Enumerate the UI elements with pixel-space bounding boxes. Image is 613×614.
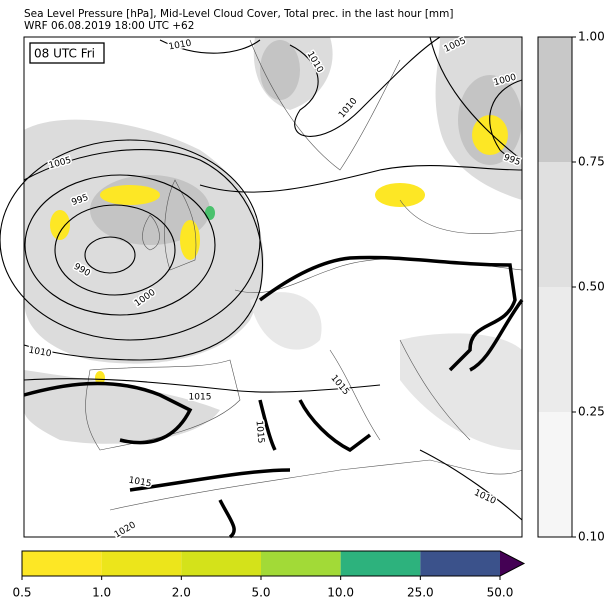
map: 08 UTC Fri 10101010100510001010100599599… bbox=[0, 35, 524, 542]
map-frame bbox=[23, 36, 523, 538]
colorbar-segment bbox=[538, 37, 572, 162]
isobars bbox=[0, 36, 523, 521]
colorbar-segment bbox=[538, 287, 572, 412]
time-label-box bbox=[29, 42, 105, 64]
colorbar-tick-label: 2.0 bbox=[172, 586, 191, 600]
colorbar-tick-label: 0.75 bbox=[578, 155, 605, 169]
precip-heavy bbox=[205, 206, 215, 220]
precip-colorbar: 0.5 1.0 2.0 5.0 10.0 25.0 50.0 bbox=[12, 550, 526, 600]
colorbar-tick-label: 50.0 bbox=[487, 586, 514, 600]
colorbar-segment bbox=[181, 551, 261, 576]
subtitle: WRF 06.08.2019 18:00 UTC +62 bbox=[24, 20, 194, 32]
isobars-1015 bbox=[23, 255, 524, 539]
colorbar-segment bbox=[22, 551, 102, 576]
colorbar-segment bbox=[261, 551, 341, 576]
time-label: 08 UTC Fri bbox=[34, 47, 95, 61]
title: Sea Level Pressure [hPa], Mid-Level Clou… bbox=[24, 8, 454, 20]
colorbar-tick-label: 10.0 bbox=[327, 586, 354, 600]
colorbar-segment bbox=[101, 551, 182, 576]
cloud-colorbar: 0.10 0.25 0.50 0.75 1.00 bbox=[537, 30, 605, 544]
colorbar-tick-label: 0.25 bbox=[578, 405, 605, 419]
colorbar-extend bbox=[500, 551, 524, 576]
colorbar-segment bbox=[538, 162, 572, 287]
colorbar-segment bbox=[420, 551, 500, 576]
colorbar-tick-label: 25.0 bbox=[407, 586, 434, 600]
colorbar-tick-label: 1.0 bbox=[92, 586, 111, 600]
colorbar-tick-label: 1.00 bbox=[578, 30, 605, 44]
colorbar-tick-label: 0.50 bbox=[578, 280, 605, 294]
colorbar-frame bbox=[21, 550, 526, 577]
isobar-label: 1015 bbox=[254, 420, 266, 444]
colorbar-tick-label: 0.10 bbox=[578, 530, 605, 544]
colorbar-segment bbox=[340, 551, 421, 576]
colorbar-tick-label: 0.5 bbox=[12, 586, 31, 600]
isobar-label: 1015 bbox=[189, 393, 212, 403]
colorbar-segment bbox=[538, 412, 572, 537]
colorbar-tick-label: 5.0 bbox=[251, 586, 270, 600]
